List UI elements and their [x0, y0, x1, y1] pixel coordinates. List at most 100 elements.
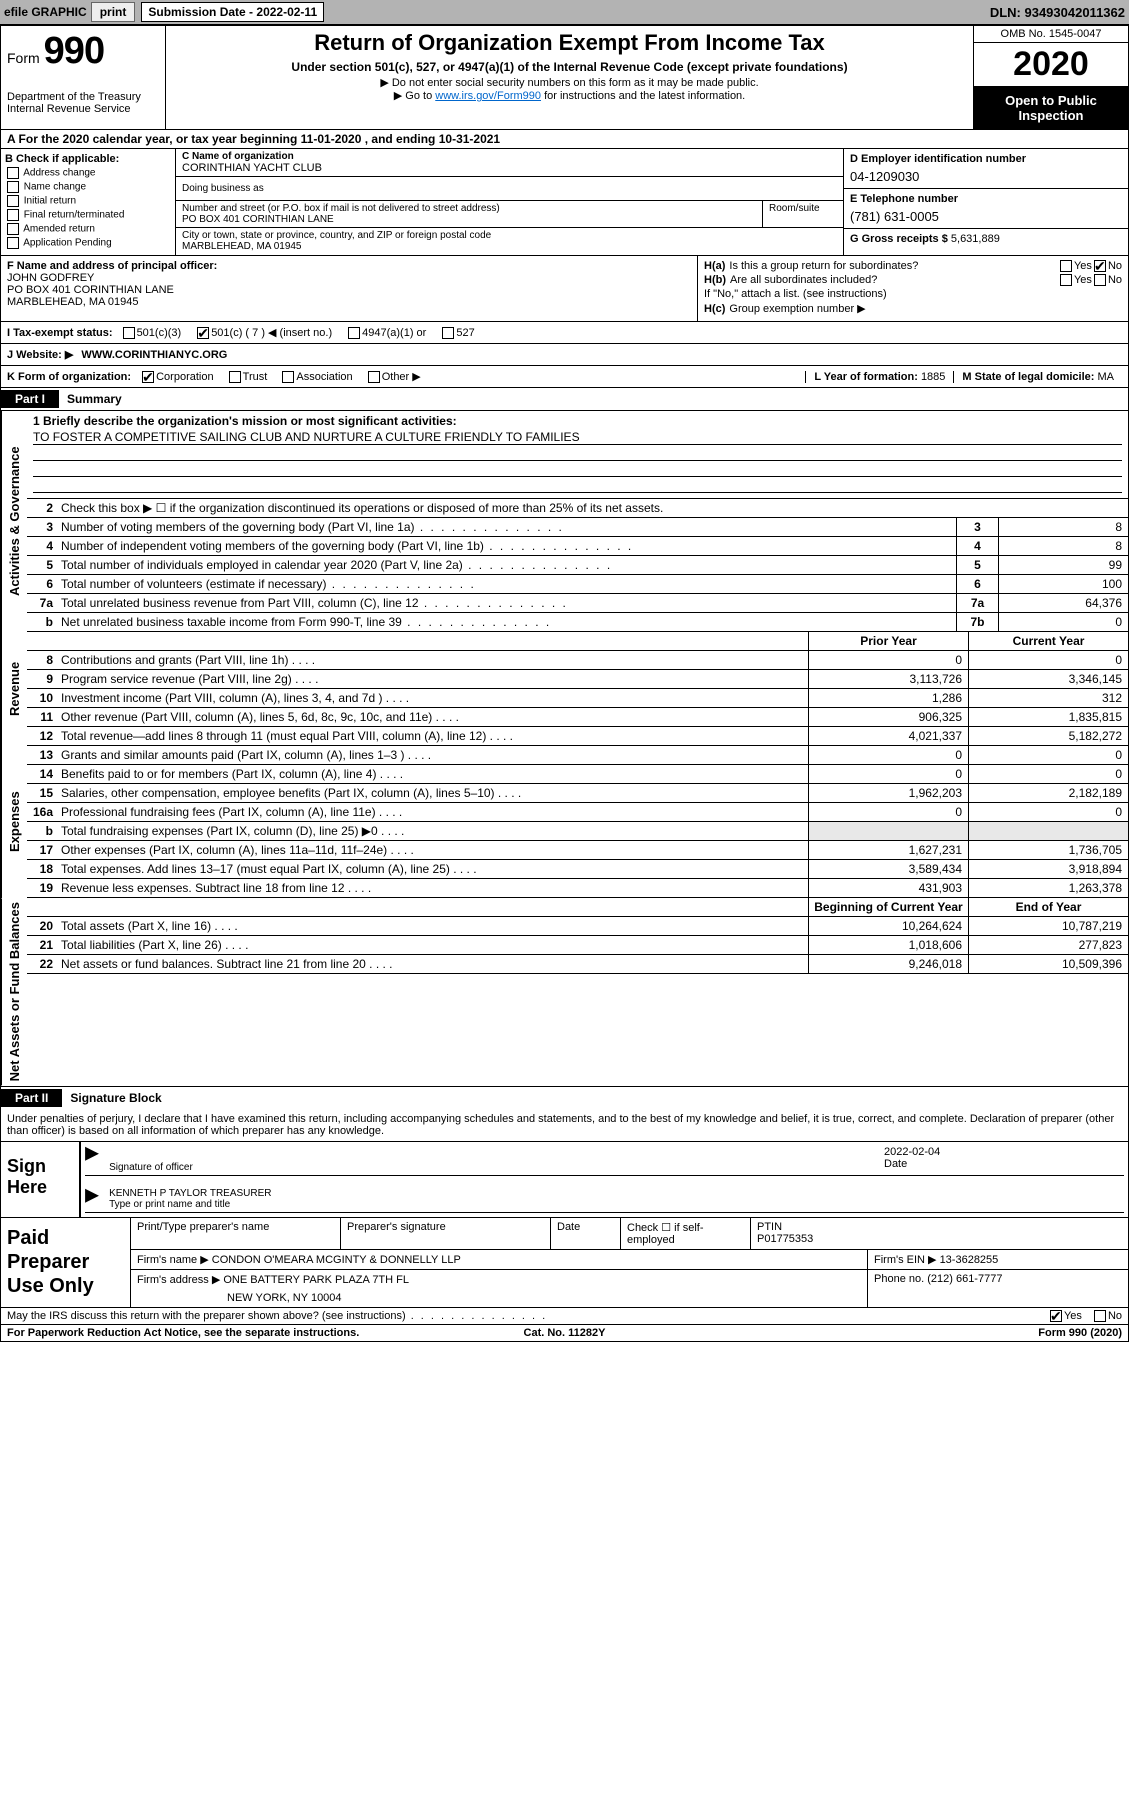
footer-right: Form 990 (2020) — [750, 1327, 1122, 1339]
rev-header: Prior Year Current Year — [27, 632, 1128, 651]
line-i-label: I Tax-exempt status: — [7, 327, 113, 339]
part1-header: Part I Summary — [1, 388, 1128, 410]
form-title: Return of Organization Exempt From Incom… — [174, 30, 965, 56]
sign-here-label: Sign Here — [1, 1142, 81, 1217]
prior-value: 1,018,606 — [808, 936, 968, 954]
line-text: Other expenses (Part IX, column (A), lin… — [57, 841, 808, 859]
line-value: 64,376 — [998, 594, 1128, 612]
opt-501c: 501(c) ( 7 ) ◀ (insert no.) — [211, 326, 332, 339]
prep-check-label: Check ☐ if self-employed — [621, 1218, 751, 1249]
line-text: Other revenue (Part VIII, column (A), li… — [57, 708, 808, 726]
ha-no-checkbox[interactable] — [1094, 260, 1106, 272]
current-year-header: Current Year — [968, 632, 1128, 650]
ein-box: D Employer identification number 04-1209… — [844, 149, 1128, 189]
other-checkbox[interactable] — [368, 371, 380, 383]
hb-no-checkbox[interactable] — [1094, 274, 1106, 286]
two-col-line: 15Salaries, other compensation, employee… — [27, 784, 1128, 803]
col-h: H(a) Is this a group return for subordin… — [698, 256, 1128, 321]
irs-discuss-row: May the IRS discuss this return with the… — [1, 1308, 1128, 1324]
sig-arrow-icon: ▸ — [85, 1146, 99, 1173]
irs-link[interactable]: www.irs.gov/Form990 — [435, 90, 541, 102]
line-number: 22 — [27, 955, 57, 973]
line-box: 7b — [956, 613, 998, 631]
no-label: No — [1108, 260, 1122, 272]
501c-checkbox[interactable] — [197, 327, 209, 339]
header-center: Return of Organization Exempt From Incom… — [166, 26, 973, 129]
ha-label: H(a) — [704, 260, 725, 272]
line-number: 12 — [27, 727, 57, 745]
current-value: 0 — [968, 746, 1128, 764]
line-box: 6 — [956, 575, 998, 593]
part1-tag: Part I — [1, 390, 59, 408]
col-b-checkbox[interactable] — [7, 167, 19, 179]
line-m-label: M State of legal domicile: — [962, 371, 1097, 383]
gov-line: bNet unrelated business taxable income f… — [27, 613, 1128, 632]
col-b-checkbox[interactable] — [7, 181, 19, 193]
submission-date: 2022-02-11 — [256, 5, 317, 19]
opt-4947: 4947(a)(1) or — [362, 327, 426, 339]
revenue-section: Revenue Prior Year Current Year 8Contrib… — [1, 632, 1128, 746]
line-number: 8 — [27, 651, 57, 669]
line-j-label: J Website: ▶ — [7, 348, 73, 361]
501c3-checkbox[interactable] — [123, 327, 135, 339]
header-row: Form 990 Department of the Treasury Inte… — [1, 26, 1128, 130]
firm-addr2-value: NEW YORK, NY 10004 — [137, 1292, 861, 1304]
end-year-header: End of Year — [968, 898, 1128, 916]
two-col-line: 8Contributions and grants (Part VIII, li… — [27, 651, 1128, 670]
4947-checkbox[interactable] — [348, 327, 360, 339]
two-col-line: 16aProfessional fundraising fees (Part I… — [27, 803, 1128, 822]
col-b-item: Name change — [5, 181, 171, 193]
current-value: 1,263,378 — [968, 879, 1128, 897]
expenses-section: Expenses 13Grants and similar amounts pa… — [1, 746, 1128, 898]
form-word: Form — [7, 50, 40, 66]
line-text: Benefits paid to or for members (Part IX… — [57, 765, 808, 783]
firm-ein-box: Firm's EIN ▶ 13-3628255 — [868, 1250, 1128, 1269]
officer-name: JOHN GODFREY — [7, 272, 691, 284]
line-number: 13 — [27, 746, 57, 764]
part2-tag: Part II — [1, 1089, 62, 1107]
line-m-value: MA — [1098, 371, 1115, 383]
open-public: Open to Public Inspection — [974, 87, 1128, 129]
col-b-checkbox[interactable] — [7, 223, 19, 235]
corp-checkbox[interactable] — [142, 371, 154, 383]
print-button[interactable]: print — [91, 2, 136, 22]
line-number: 18 — [27, 860, 57, 878]
opt-corp: Corporation — [156, 371, 213, 383]
paid-preparer-label: Paid Preparer Use Only — [1, 1218, 131, 1307]
assoc-checkbox[interactable] — [282, 371, 294, 383]
website-value[interactable]: WWW.CORINTHIANYC.ORG — [81, 349, 227, 361]
prior-value: 0 — [808, 803, 968, 821]
line-number: b — [27, 822, 57, 840]
submission-box: Submission Date - 2022-02-11 — [141, 2, 324, 22]
col-b-item: Final return/terminated — [5, 209, 171, 221]
two-col-line: 10Investment income (Part VIII, column (… — [27, 689, 1128, 708]
officer-addr1: PO BOX 401 CORINTHIAN LANE — [7, 284, 691, 296]
line-box: 7a — [956, 594, 998, 612]
phone-label: E Telephone number — [850, 193, 1122, 205]
opt-trust: Trust — [243, 371, 268, 383]
ha-yes-checkbox[interactable] — [1060, 260, 1072, 272]
col-b-checkbox[interactable] — [7, 237, 19, 249]
current-value: 3,918,894 — [968, 860, 1128, 878]
col-b-checkbox[interactable] — [7, 195, 19, 207]
line-text: Program service revenue (Part VIII, line… — [57, 670, 808, 688]
current-value: 10,509,396 — [968, 955, 1128, 973]
line-text: Total number of volunteers (estimate if … — [57, 575, 956, 593]
prior-value: 3,589,434 — [808, 860, 968, 878]
street-box: Number and street (or P.O. box if mail i… — [176, 201, 763, 227]
firm-phone-box: Phone no. (212) 661-7777 — [868, 1270, 1128, 1307]
trust-checkbox[interactable] — [229, 371, 241, 383]
line-number: 16a — [27, 803, 57, 821]
527-checkbox[interactable] — [442, 327, 454, 339]
firm-name-box: Firm's name ▶ CONDON O'MEARA MCGINTY & D… — [131, 1250, 868, 1269]
col-b-checkbox[interactable] — [7, 209, 19, 221]
line-k: K Form of organization: Corporation Trus… — [1, 366, 1128, 388]
line-2: 2 Check this box ▶ ☐ if the organization… — [27, 499, 1128, 518]
hb-yes-checkbox[interactable] — [1060, 274, 1072, 286]
discuss-no-checkbox[interactable] — [1094, 1310, 1106, 1322]
col-b-item: Amended return — [5, 223, 171, 235]
discuss-yes-checkbox[interactable] — [1050, 1310, 1062, 1322]
discuss-no-label: No — [1108, 1310, 1122, 1322]
officer-label: F Name and address of principal officer: — [7, 260, 691, 272]
line-text: Grants and similar amounts paid (Part IX… — [57, 746, 808, 764]
